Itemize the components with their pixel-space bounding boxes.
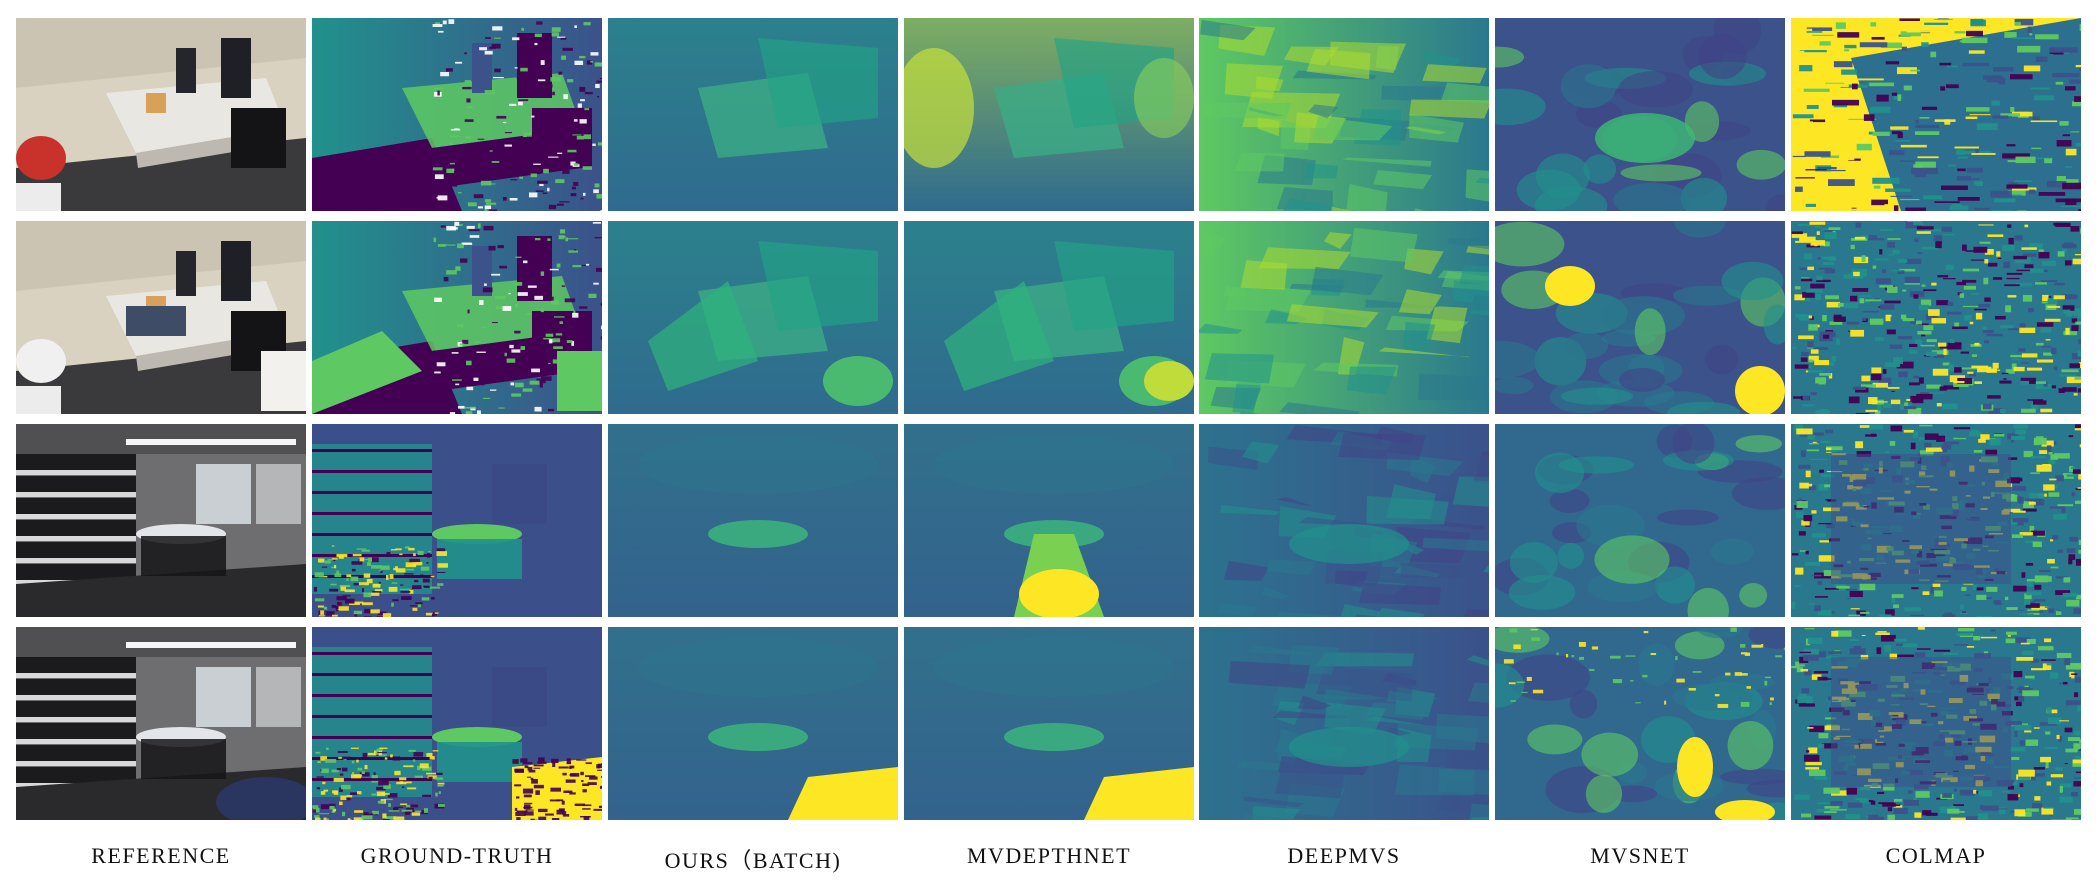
column-label-ground-truth: GROUND-TRUTH — [360, 843, 554, 868]
mvsnet-office-1-image — [1495, 18, 1785, 211]
ours-batch-office-1-image — [608, 18, 898, 211]
ground-truth-office-1-image — [312, 18, 602, 211]
mvsnet-office-2-image — [1495, 221, 1785, 414]
colmap-office-1-image — [1791, 18, 2081, 211]
ground-truth-library-1-image — [312, 424, 602, 617]
reference-library-2-image — [16, 627, 306, 820]
ours-batch-library-1-image — [608, 424, 898, 617]
ours-batch-library-2-image — [608, 627, 898, 820]
column-label-mvdepthnet: MVDEPTHNET — [966, 843, 1132, 868]
mvsnet-library-2-image — [1495, 627, 1785, 820]
mvdepthnet-office-2-image — [904, 221, 1194, 414]
column-label-mvsnet: MVSNET — [1590, 843, 1690, 868]
column-label-ours-batch: OURS（BATCH) — [664, 848, 842, 873]
colmap-library-1-image — [1791, 424, 2081, 617]
deepmvs-office-2-image — [1199, 221, 1489, 414]
ours-batch-office-2-image — [608, 221, 898, 414]
mvdepthnet-office-1-image — [904, 18, 1194, 211]
colmap-office-2-image — [1791, 221, 2081, 414]
reference-office-1-image — [16, 18, 306, 211]
reference-library-1-image — [16, 424, 306, 617]
deepmvs-library-2-image — [1199, 627, 1489, 820]
column-label-colmap: COLMAP — [1885, 843, 1987, 868]
colmap-library-2-image — [1791, 627, 2081, 820]
column-label-deepmvs: DEEPMVS — [1287, 843, 1401, 868]
mvdepthnet-library-2-image — [904, 627, 1194, 820]
mvsnet-library-1-image — [1495, 424, 1785, 617]
deepmvs-library-1-image — [1199, 424, 1489, 617]
deepmvs-office-1-image — [1199, 18, 1489, 211]
mvdepthnet-library-1-image — [904, 424, 1194, 617]
reference-office-2-image — [16, 221, 306, 414]
column-label-reference: REFERENCE — [91, 843, 231, 868]
ground-truth-library-2-image — [312, 627, 602, 820]
ground-truth-office-2-image — [312, 221, 602, 414]
